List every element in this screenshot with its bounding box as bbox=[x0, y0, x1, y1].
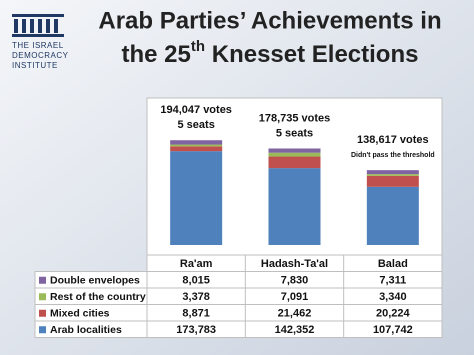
table-value: 3,340 bbox=[379, 291, 407, 303]
title-part: the 25 bbox=[122, 41, 191, 68]
column-header: Hadash-Ta'al bbox=[261, 258, 328, 270]
table-value: 7,091 bbox=[281, 291, 309, 303]
logo-bar bbox=[12, 14, 64, 17]
bar-segment bbox=[268, 168, 321, 245]
chart-title: the 25th Knesset Elections bbox=[122, 38, 419, 68]
logo-pillar bbox=[54, 19, 58, 33]
bar-segment bbox=[268, 148, 321, 153]
legend-label: Mixed cities bbox=[50, 308, 110, 320]
annotation: Didn't pass the threshold bbox=[351, 152, 435, 159]
legend-label: Arab localities bbox=[50, 324, 122, 336]
bar-segment bbox=[170, 140, 223, 145]
legend-label: Rest of the country bbox=[50, 291, 146, 303]
logo-pillar bbox=[30, 19, 34, 33]
column-header: Ra'am bbox=[180, 258, 213, 270]
bar-segment bbox=[366, 174, 419, 176]
annotation: 138,617 votes bbox=[357, 134, 429, 146]
legend-swatch bbox=[39, 326, 46, 334]
logo: THE ISRAEL DEMOCRACY INSTITUTE bbox=[12, 14, 69, 70]
title-part: Knesset Elections bbox=[205, 41, 418, 68]
bar-segment bbox=[170, 146, 223, 152]
table-value: 21,462 bbox=[278, 308, 312, 320]
table-value: 7,830 bbox=[281, 275, 309, 287]
table-value: 107,742 bbox=[373, 324, 413, 336]
logo-pillar bbox=[14, 19, 18, 33]
logo-pillar bbox=[46, 19, 50, 33]
logo-text: THE ISRAEL bbox=[12, 41, 64, 50]
logo-text: DEMOCRACY bbox=[12, 51, 69, 60]
table-value: 3,378 bbox=[182, 291, 210, 303]
table-value: 8,871 bbox=[182, 308, 210, 320]
logo-bar bbox=[12, 34, 64, 37]
legend-swatch bbox=[39, 309, 46, 317]
column-header: Balad bbox=[378, 258, 408, 270]
annotation: 5 seats bbox=[276, 127, 313, 139]
legend-swatch bbox=[39, 276, 46, 284]
title-sup: th bbox=[191, 38, 205, 55]
table-value: 173,783 bbox=[176, 324, 216, 336]
bar-segment bbox=[268, 156, 321, 169]
chart-title: Arab Parties’ Achievements in bbox=[98, 7, 441, 34]
bar-segment bbox=[268, 152, 321, 157]
legend-swatch bbox=[39, 293, 46, 301]
logo-pillar bbox=[38, 19, 42, 33]
bar-segment bbox=[366, 170, 419, 175]
bar-segment bbox=[170, 151, 223, 245]
table-value: 20,224 bbox=[376, 308, 411, 320]
annotation: 194,047 votes bbox=[160, 104, 232, 116]
table-value: 142,352 bbox=[275, 324, 315, 336]
legend-label: Double envelopes bbox=[50, 275, 140, 287]
table-value: 8,015 bbox=[182, 275, 210, 287]
bar-segment bbox=[170, 144, 223, 147]
bar-segment bbox=[366, 175, 419, 187]
annotation: 178,735 votes bbox=[259, 112, 331, 124]
bar-segment bbox=[366, 186, 419, 245]
logo-pillar bbox=[22, 19, 26, 33]
table-value: 7,311 bbox=[379, 275, 406, 287]
logo-text: INSTITUTE bbox=[12, 61, 58, 70]
annotation: 5 seats bbox=[178, 119, 215, 131]
